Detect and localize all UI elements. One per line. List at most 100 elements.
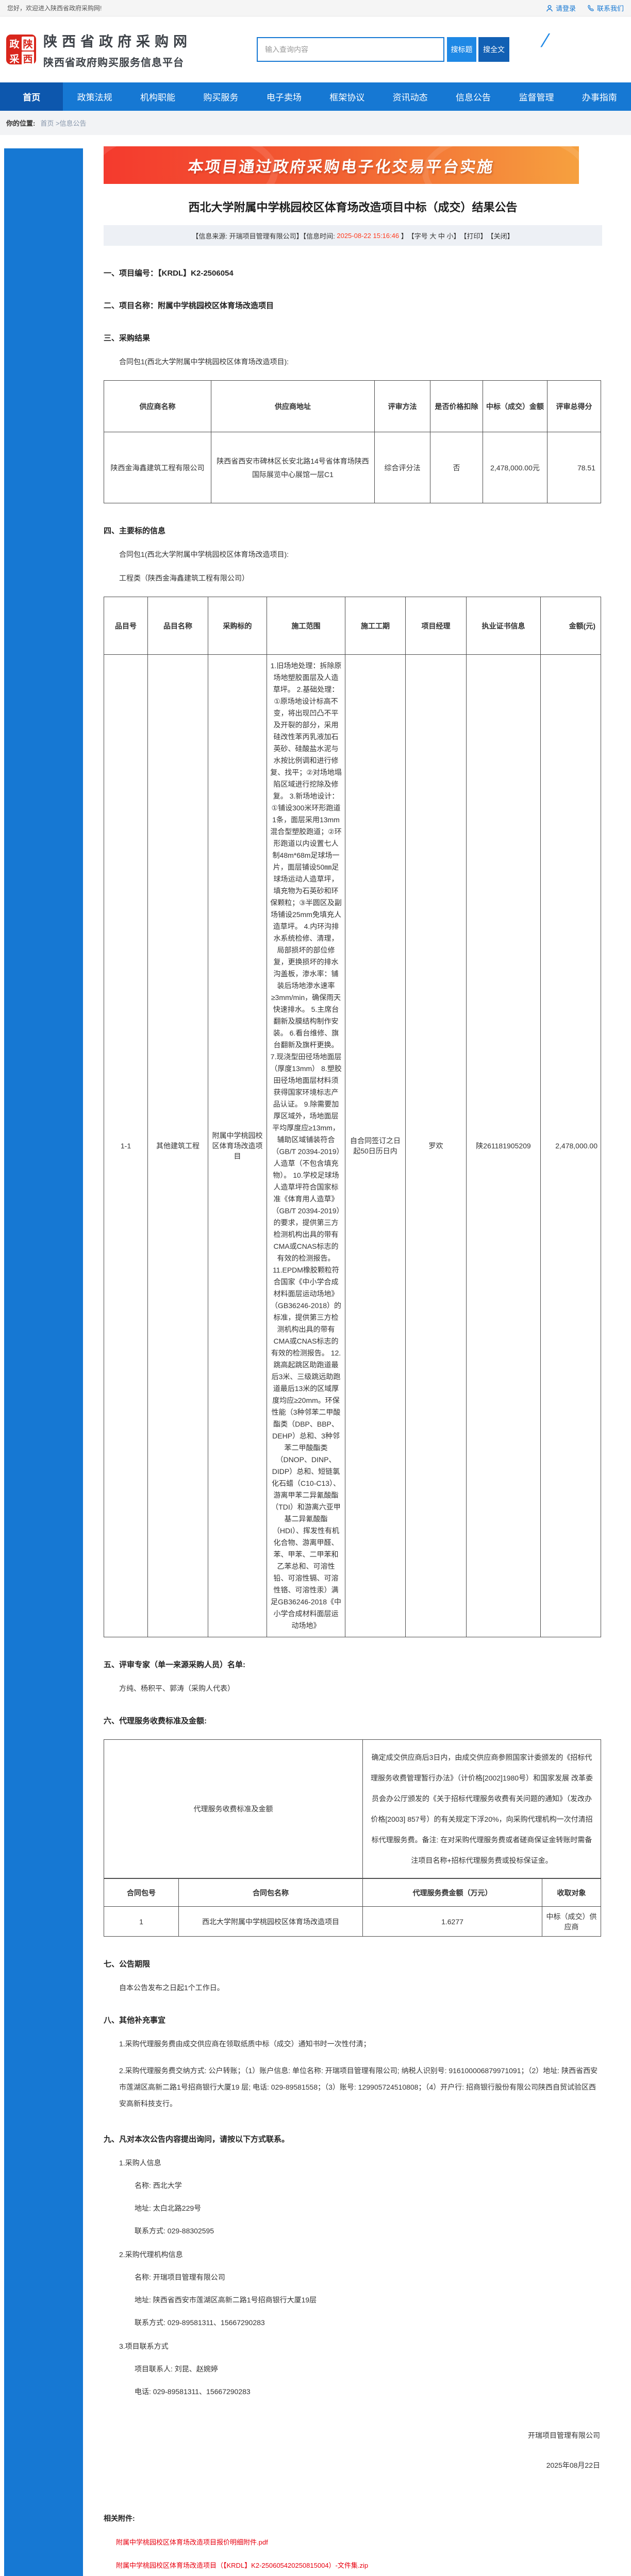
cell-license-info: 陕261181905209: [466, 654, 541, 1637]
print-button[interactable]: 【打印】: [460, 232, 487, 240]
meta-time: 2025-08-22 15:16:46: [337, 231, 400, 240]
cell-package-no: 1: [104, 1906, 179, 1937]
subject-matter-table: 品目号 品目名称 采购标的 施工范围 施工工期 项目经理 执业证书信息 金额(元…: [104, 597, 601, 1637]
user-icon: [546, 5, 553, 11]
banner-text: 本项目通过政府采购电子化交易平台实施: [187, 158, 495, 176]
project-contact-tel: 电话: 029-89581311、15667290283: [135, 2387, 251, 2396]
section-6-title: 六、代理服务收费标准及金额:: [104, 1717, 207, 1725]
nav-item-announcements[interactable]: 信息公告: [456, 93, 491, 103]
table-header-row: 合同包号 合同包名称 代理服务费金额（万元） 收取对象: [104, 1878, 601, 1907]
table-row: 1 西北大学附属中学桃园校区体育场改造项目 1.6277 中标（成交）供应商: [104, 1906, 601, 1937]
agency-fee-standard-table: 代理服务收费标准及金额 确定成交供应商后3日内，由成交供应商参照国家计委颁发的《…: [104, 1739, 601, 1878]
phone-icon: [588, 5, 594, 11]
supplement-1: 1.采购代理服务费由成交供应商在领取纸质中标（成交）通知书时一次性付清；: [119, 2040, 371, 2048]
header-supplier-name: 供应商名称: [104, 380, 211, 432]
header-license-info: 执业证书信息: [466, 597, 541, 655]
agency-fee-table: 合同包号 合同包名称 代理服务费金额（万元） 收取对象 1 西北大学附属中学桃园…: [104, 1878, 601, 1937]
nav-item-news[interactable]: 资讯动态: [392, 93, 428, 103]
cell-fee-standard-content: 确定成交供应商后3日内，由成交供应商参照国家计委颁发的《招标代理服务收费管理暂行…: [362, 1739, 601, 1878]
search-fulltext-button[interactable]: 搜全文: [478, 37, 509, 62]
nav-item-framework[interactable]: 框架协议: [329, 93, 365, 103]
nav-item-policies[interactable]: 政策法规: [77, 93, 112, 103]
search-title-button[interactable]: 搜标题: [447, 37, 476, 62]
agency-info-heading: 2.采购代理机构信息: [119, 2250, 183, 2259]
supplement-2: 2.采购代理服务费交纳方式: 公户转账；（1）账户信息: 单位名称: 开瑞项目管…: [119, 2066, 598, 2108]
table-row: 代理服务收费标准及金额 确定成交供应商后3日内，由成交供应商参照国家计委颁发的《…: [104, 1739, 601, 1878]
close-button[interactable]: 【关闭】: [487, 232, 514, 240]
site-logo: 政陕采西: [6, 35, 36, 65]
section-3-package: 合同包1(西北大学附属中学桃园校区体育场改造项目):: [119, 358, 289, 366]
attachments-title: 相关附件:: [104, 2514, 135, 2522]
header-fee-amount: 代理服务费金额（万元）: [362, 1878, 542, 1907]
header-package-no: 合同包号: [104, 1878, 179, 1907]
search-bar: 搜标题 搜全文: [257, 37, 509, 62]
login-link[interactable]: 请登录: [546, 3, 576, 13]
nav-item-functions[interactable]: 机构职能: [140, 93, 176, 103]
section-1-project-number: 一、项目编号：【KRDL】K2-2506054: [104, 269, 234, 278]
meta-source: 【信息来源: 开瑞项目管理有限公司】【信息时间:: [192, 232, 337, 240]
cell-item-name: 其他建筑工程: [147, 654, 208, 1637]
font-size-control[interactable]: 【字号 大 中 小】: [407, 232, 460, 240]
cell-fee-standard-label: 代理服务收费标准及金额: [104, 1739, 363, 1878]
section-4-package: 合同包1(西北大学附属中学桃园校区体育场改造项目):: [119, 550, 289, 558]
signature-block: 开瑞项目管理有限公司 2025年08月22日: [104, 2420, 602, 2480]
cell-item-no: 1-1: [104, 654, 148, 1637]
buyer-info-heading: 1.采购人信息: [119, 2159, 161, 2167]
section-3-title: 三、采购结果: [104, 334, 151, 343]
section-4-title: 四、主要标的信息: [104, 527, 166, 535]
breadcrumb-label: 你的位置:: [6, 120, 36, 127]
signature-org: 开瑞项目管理有限公司: [528, 2431, 600, 2439]
page-title: 西北大学附属中学桃园校区体育场改造项目中标（成交）结果公告: [188, 201, 518, 214]
cell-total-score: 78.51: [547, 432, 601, 503]
top-utility-bar: 您好，欢迎进入陕西省政府采购网! 请登录 联系我们: [0, 0, 631, 16]
header-award-amount: 中标（成交）金额: [483, 380, 547, 432]
header-construction-period: 施工工期: [345, 597, 406, 655]
project-contact-heading: 3.项目联系方式: [119, 2342, 169, 2350]
nav-item-supervision[interactable]: 监督管理: [519, 93, 554, 103]
buyer-address: 地址: 太白北路229号: [135, 2204, 202, 2212]
section-8-title: 八、其他补充事宜: [104, 2016, 166, 2025]
nav-item-home[interactable]: 首页: [0, 82, 63, 111]
header-project-manager: 项目经理: [405, 597, 467, 655]
cell-fee-amount: 1.6277: [362, 1906, 542, 1937]
cell-package-name: 西北大学附属中学桃园校区体育场改造项目: [178, 1906, 363, 1937]
welcome-text: 您好，欢迎进入陕西省政府采购网!: [7, 5, 102, 12]
decorative-slash: /: [541, 30, 549, 51]
breadcrumb-path[interactable]: 首页 >信息公告: [40, 120, 87, 127]
cell-amount: 2,478,000.00: [540, 654, 601, 1637]
announcement-article: 本项目通过政府采购电子化交易平台实施 西北大学附属中学桃园校区体育场改造项目中标…: [104, 146, 602, 2576]
header-review-method: 评审方法: [374, 380, 430, 432]
attachment-link-quotation-pdf[interactable]: 附属中学桃园校区体育场改造项目报价明细附件.pdf: [116, 2538, 268, 2546]
cell-review-method: 综合评分法: [374, 432, 430, 503]
attachment-link-fileset-zip[interactable]: 附属中学桃园校区体育场改造项目（【KRDL】K2-250605420250815…: [116, 2562, 369, 2569]
section-7-title: 七、公告期限: [104, 1960, 151, 1969]
nav-item-guide[interactable]: 办事指南: [582, 93, 617, 103]
main-nav: 首页 政策法规 机构职能 购买服务 电子卖场 框架协议 资讯动态 信息公告 监督…: [0, 82, 631, 111]
cell-construction-scope: 1.旧场地处理：拆除原场地塑胶面层及人造草坪。 2.基础处理：①原场地设计标高不…: [267, 654, 345, 1637]
cell-supplier-address: 陕西省西安市碑林区长安北路14号省体育场陕西国际展览中心展馆一层C1: [211, 432, 375, 503]
table-row: 1-1 其他建筑工程 附属中学桃园校区体育场改造项目 1.旧场地处理：拆除原场地…: [104, 654, 601, 1637]
procurement-result-table: 供应商名称 供应商地址 评审方法 是否价格扣除 中标（成交）金额 评审总得分 陕…: [104, 380, 601, 503]
breadcrumb: 你的位置: 首页 >信息公告: [0, 111, 631, 135]
agency-name: 名称: 开瑞项目管理有限公司: [135, 2273, 225, 2281]
table-header-row: 供应商名称 供应商地址 评审方法 是否价格扣除 中标（成交）金额 评审总得分: [104, 380, 601, 432]
cell-procurement-target: 附属中学桃园校区体育场改造项目: [208, 654, 267, 1637]
nav-item-purchase-services[interactable]: 购买服务: [203, 93, 239, 103]
contact-us-link[interactable]: 联系我们: [587, 3, 624, 13]
header-construction-scope: 施工范围: [267, 597, 345, 655]
announcement-period: 自本公告发布之日起1个工作日。: [119, 1984, 224, 1992]
section-4-category: 工程类（陕西金海鑫建筑工程有限公司）: [119, 574, 249, 582]
article-meta-bar: 【信息来源: 开瑞项目管理有限公司】【信息时间: 2025-08-22 15:1…: [104, 225, 602, 246]
cell-project-manager: 罗欢: [405, 654, 467, 1637]
buyer-name: 名称: 西北大学: [135, 2181, 182, 2190]
header-price-deduction: 是否价格扣除: [430, 380, 483, 432]
nav-item-e-mall[interactable]: 电子卖场: [266, 93, 302, 103]
section-2-project-name: 二、项目名称：附属中学桃园校区体育场改造项目: [104, 301, 274, 310]
search-input[interactable]: [257, 37, 444, 62]
e-trading-banner: 本项目通过政府采购电子化交易平台实施: [104, 146, 579, 184]
cell-price-deduction: 否: [430, 432, 483, 503]
site-subtitle: 陕西省政府购买服务信息平台: [43, 57, 184, 69]
header-package-name: 合同包名称: [178, 1878, 363, 1907]
expert-names: 方纯、杨积平、郭涛（采购人代表）: [119, 1684, 235, 1692]
header-payer: 收取对象: [542, 1878, 601, 1907]
